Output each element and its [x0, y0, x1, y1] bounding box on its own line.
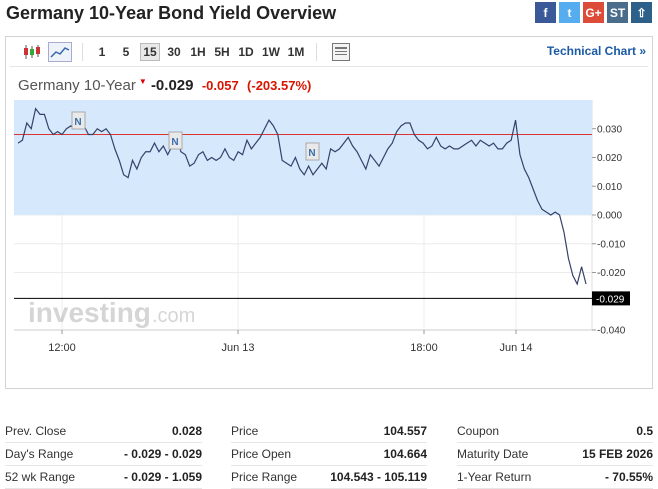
stat-label: Coupon	[457, 424, 500, 438]
share-bar: f t G+ ST ⇧	[535, 2, 652, 23]
stat-label: Maturity Date	[457, 447, 529, 461]
news-markers: N N N	[71, 111, 320, 161]
price-change: -0.057	[201, 78, 239, 93]
current-price-label: -0.029	[592, 291, 630, 306]
share-icon[interactable]: ⇧	[631, 2, 652, 23]
technical-chart-link[interactable]: Technical Chart »	[546, 44, 646, 58]
stat-value: 0.028	[171, 424, 202, 438]
news-marker-icon: N	[305, 142, 320, 161]
x-tick-label: Jun 14	[499, 342, 532, 354]
interval-15[interactable]: 15	[140, 43, 160, 61]
toolbar-divider	[10, 66, 648, 67]
stat-value: 15 FEB 2026	[582, 447, 653, 461]
chart-toolbar: 1 5 15 30 1H 5H 1D 1W 1M	[10, 41, 655, 63]
line-chart-icon[interactable]	[48, 42, 72, 62]
facebook-share-icon[interactable]: f	[535, 2, 556, 23]
y-tick-label: -0.040	[597, 326, 626, 337]
stats-col-3: Coupon 0.5 Maturity Date 15 FEB 2026 1-Yea…	[457, 420, 653, 489]
stat-label: Price	[231, 424, 259, 438]
stat-value: 104.543 - 105.119	[330, 470, 427, 484]
price-line	[17, 107, 587, 286]
twitter-share-icon[interactable]: t	[559, 2, 580, 23]
watermark: investing .com	[28, 297, 195, 328]
stat-row: Price Range 104.543 - 105.119	[231, 466, 427, 489]
y-axis: 0.030 0.020 0.010 0.000 -0.010 -0.020 -0.040	[592, 124, 626, 337]
stat-label: Day's Range	[5, 447, 74, 461]
stat-row: Price 104.557	[231, 420, 427, 443]
current-price-text: -0.029	[596, 294, 625, 305]
y-tick-label: 0.010	[597, 182, 622, 193]
down-arrow-icon: ▼	[138, 77, 147, 86]
stat-row: Prev. Close 0.028	[5, 420, 202, 443]
stat-value: 0.5	[636, 424, 653, 438]
stat-value: - 70.55%	[604, 470, 653, 484]
stat-label: Price Range	[231, 470, 298, 484]
stat-label: Price Open	[231, 447, 292, 461]
interval-30[interactable]: 30	[167, 45, 181, 59]
stat-row: 52 wk Range - 0.029 - 1.059	[5, 466, 202, 489]
x-axis: 12:00 Jun 13 18:00 Jun 14	[48, 330, 533, 354]
watermark-brand: investing	[28, 297, 151, 328]
x-tick-label: Jun 13	[221, 342, 254, 354]
current-price-tag	[592, 291, 630, 306]
stat-row: Maturity Date 15 FEB 2026	[457, 443, 653, 466]
stat-row: Price Open 104.664	[231, 443, 427, 466]
interval-1[interactable]: 1	[98, 45, 106, 59]
stats-col-2: Price 104.557 Price Open 104.664 Price Ran…	[231, 420, 427, 489]
stat-label: Prev. Close	[5, 424, 67, 438]
y-tick-label: -0.010	[597, 239, 626, 250]
interval-1h[interactable]: 1H	[190, 45, 206, 59]
stat-row: 1-Year Return - 70.55%	[457, 466, 653, 489]
stat-label: 52 wk Range	[5, 470, 76, 484]
stat-value: - 0.029 - 1.059	[123, 470, 202, 484]
x-tick-label: 18:00	[410, 342, 438, 354]
interval-5[interactable]: 5	[122, 45, 130, 59]
news-marker-icon: N	[71, 111, 86, 130]
instrument-name: Germany 10-Year	[18, 77, 136, 94]
stocktwits-share-icon[interactable]: ST	[607, 2, 628, 23]
svg-text:N: N	[74, 117, 81, 128]
interval-1w[interactable]: 1W	[262, 45, 280, 59]
chart-settings-icon[interactable]	[332, 43, 350, 61]
quote-header: Germany 10-Year ▼ -0.029 -0.057 (-203.57%…	[18, 77, 311, 94]
interval-1m[interactable]: 1M	[287, 45, 305, 59]
svg-text:N: N	[171, 137, 178, 148]
stat-value: - 0.029 - 0.029	[123, 447, 202, 461]
news-marker-icon: N	[168, 131, 183, 150]
candlestick-icon[interactable]	[22, 44, 42, 60]
stats-col-1: Prev. Close 0.028 Day's Range - 0.029 - 0.…	[5, 420, 202, 489]
stat-label: 1-Year Return	[457, 470, 532, 484]
chart-panel	[5, 36, 653, 389]
watermark-suffix: .com	[152, 305, 195, 327]
stat-row: Day's Range - 0.029 - 0.029	[5, 443, 202, 466]
page-title: Germany 10-Year Bond Yield Overview	[6, 3, 337, 23]
y-tick-label: -0.020	[597, 268, 626, 279]
last-price: -0.029	[150, 77, 194, 94]
interval-1d[interactable]: 1D	[238, 45, 254, 59]
stat-value: 104.664	[383, 447, 427, 461]
x-tick-label: 12:00	[48, 342, 76, 354]
y-tick-label: 0.020	[597, 153, 622, 164]
area-fill	[14, 100, 592, 215]
interval-5h[interactable]: 5H	[214, 45, 230, 59]
googleplus-share-icon[interactable]: G+	[583, 2, 604, 23]
svg-text:N: N	[308, 148, 315, 159]
y-tick-label: 0.030	[597, 124, 622, 135]
y-tick-label: 0.000	[597, 211, 622, 222]
stat-row: Coupon 0.5	[457, 420, 653, 443]
price-change-percent: (-203.57%)	[247, 78, 312, 93]
stat-value: 104.557	[383, 424, 427, 438]
